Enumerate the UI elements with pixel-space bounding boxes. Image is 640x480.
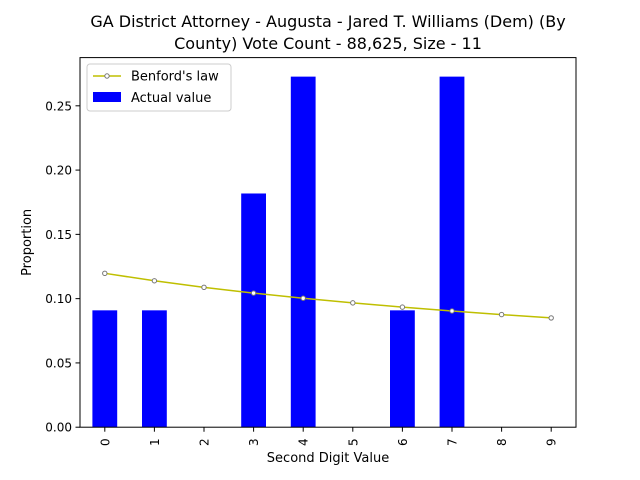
benford-point-0: [102, 270, 108, 277]
benford-point-3: [250, 290, 257, 296]
y-axis-label: Proportion: [20, 209, 35, 276]
x-axis-label: Second Digit Value: [267, 451, 389, 466]
legend: Benford's law Actual value: [86, 63, 232, 112]
legend-box: [86, 63, 232, 112]
x-tick-label: 5: [346, 438, 360, 446]
bar-6: [390, 310, 415, 428]
x-tick-label: 8: [495, 438, 509, 446]
bar-1: [142, 310, 167, 428]
x-tick-label: 9: [545, 438, 559, 446]
x-tick-label: 2: [198, 438, 212, 446]
legend-benford-label: Benford's law: [131, 70, 219, 85]
y-tick-label: 0.05: [45, 356, 72, 370]
x-tick-label: 6: [396, 438, 410, 446]
chart-title-line-2: County) Vote Count - 88,625, Size - 11: [174, 34, 482, 53]
y-tick-label: 0.10: [45, 292, 72, 306]
x-tick-label: 3: [247, 438, 261, 446]
benford-point-6: [399, 304, 406, 310]
bar-4: [290, 76, 316, 428]
legend-actual-swatch: [93, 92, 121, 102]
legend-benford-marker: [104, 73, 110, 79]
bar-0: [92, 310, 118, 428]
benford-point-8: [498, 311, 505, 318]
y-tick-label: 0.20: [45, 164, 72, 178]
x-tick-label: 7: [446, 438, 460, 446]
y-tick-label: 0.00: [45, 421, 72, 435]
plot-area: [92, 76, 554, 428]
benford-point-5: [350, 300, 356, 306]
y-tick-label: 0.25: [45, 99, 72, 113]
chart-title-line-1: GA District Attorney - Augusta - Jared T…: [90, 12, 565, 31]
bar-7: [439, 76, 465, 428]
y-tick-label: 0.15: [45, 228, 72, 242]
benford-point-9: [548, 315, 554, 321]
benford-point-7: [449, 308, 455, 314]
axes-frame: [79, 57, 577, 428]
x-tick-label: 0: [98, 438, 112, 446]
benford-point-2: [201, 284, 207, 291]
x-tick-label: 4: [297, 438, 311, 446]
x-tick-label: 1: [148, 438, 162, 446]
bar-3: [241, 193, 266, 428]
benford-point-1: [151, 278, 158, 284]
benford-point-4: [300, 295, 306, 301]
benford-line: [104, 272, 552, 319]
legend-actual-label: Actual value: [131, 91, 211, 106]
